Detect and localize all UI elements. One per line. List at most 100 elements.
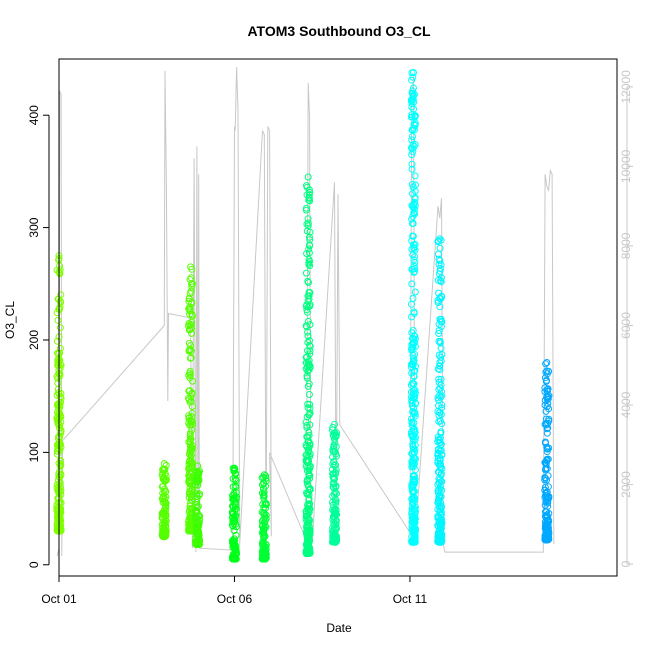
data-point (56, 297, 64, 305)
data-point (302, 322, 310, 330)
data-point (435, 260, 443, 268)
data-point (306, 463, 314, 471)
profile-6 (258, 471, 270, 563)
data-point (186, 431, 194, 438)
data-point (541, 476, 549, 484)
data-point (410, 69, 417, 76)
data-point (329, 470, 337, 478)
data-point (53, 508, 61, 515)
data-point (262, 515, 270, 523)
data-point (162, 517, 170, 525)
data-point (409, 141, 417, 149)
data-point (411, 494, 419, 502)
data-point (329, 453, 337, 461)
data-point (187, 421, 195, 429)
data-point (305, 357, 313, 364)
data-point (436, 485, 444, 493)
data-point (332, 509, 340, 517)
data-point (332, 506, 340, 514)
data-point (262, 554, 269, 562)
data-point (53, 309, 61, 317)
data-point (304, 222, 312, 230)
data-point (330, 475, 338, 483)
data-point (409, 443, 417, 451)
data-point (56, 344, 64, 352)
data-point (162, 499, 170, 507)
data-point (437, 529, 445, 537)
data-point (305, 186, 313, 194)
data-point (435, 499, 443, 507)
data-point (186, 367, 194, 375)
data-point (333, 452, 340, 460)
data-point (305, 470, 313, 478)
data-point (305, 548, 313, 556)
data-point (408, 160, 416, 168)
data-point (331, 435, 338, 443)
data-point (54, 374, 62, 382)
data-point (411, 516, 418, 524)
data-point (304, 480, 312, 488)
data-point (437, 357, 445, 365)
data-point (410, 538, 417, 546)
data-point (411, 428, 419, 436)
data-point (159, 525, 167, 533)
data-point (330, 458, 338, 466)
data-point (436, 447, 444, 455)
data-point (304, 488, 312, 496)
data-point (438, 478, 446, 485)
data-point (53, 417, 61, 424)
data-point (407, 415, 415, 423)
data-point (409, 212, 417, 220)
data-point (543, 497, 551, 505)
data-point (185, 419, 193, 427)
data-point (303, 433, 311, 441)
data-point (410, 367, 418, 375)
data-point (434, 449, 442, 457)
data-point (542, 407, 550, 415)
data-point (188, 329, 196, 337)
data-point (194, 462, 202, 470)
altitude-track (56, 66, 555, 557)
data-point (409, 379, 416, 387)
data-point (232, 520, 240, 528)
data-point (57, 461, 65, 469)
data-point (187, 354, 195, 362)
data-point (53, 450, 61, 458)
data-point (542, 466, 549, 474)
data-point (410, 408, 418, 416)
profile-11 (541, 359, 553, 544)
data-point (412, 399, 419, 407)
data-point (434, 408, 442, 415)
right-tick-label: 2000 (619, 471, 633, 498)
data-point (188, 390, 196, 398)
data-point (305, 428, 313, 436)
data-point (436, 338, 444, 345)
data-point (541, 483, 549, 491)
data-point (303, 443, 311, 451)
data-point (434, 276, 442, 284)
data-point (411, 172, 419, 180)
data-point (57, 390, 65, 397)
data-point (408, 345, 416, 353)
data-point (436, 439, 444, 446)
data-point (411, 479, 419, 487)
data-point (410, 380, 418, 388)
data-point (411, 199, 419, 206)
data-point (408, 428, 416, 436)
data-point (438, 293, 446, 301)
data-point (54, 379, 62, 387)
data-point (330, 461, 338, 469)
right-tick-label: 12000 (619, 70, 633, 104)
y-tick-label: 300 (27, 217, 41, 237)
data-point (195, 523, 202, 530)
data-point (303, 372, 311, 380)
data-point (409, 148, 417, 156)
data-point (306, 321, 314, 329)
data-point (437, 344, 445, 352)
data-point (162, 503, 169, 511)
data-point (333, 429, 341, 437)
data-point (332, 483, 340, 491)
data-point (187, 354, 194, 362)
data-point (303, 301, 311, 309)
